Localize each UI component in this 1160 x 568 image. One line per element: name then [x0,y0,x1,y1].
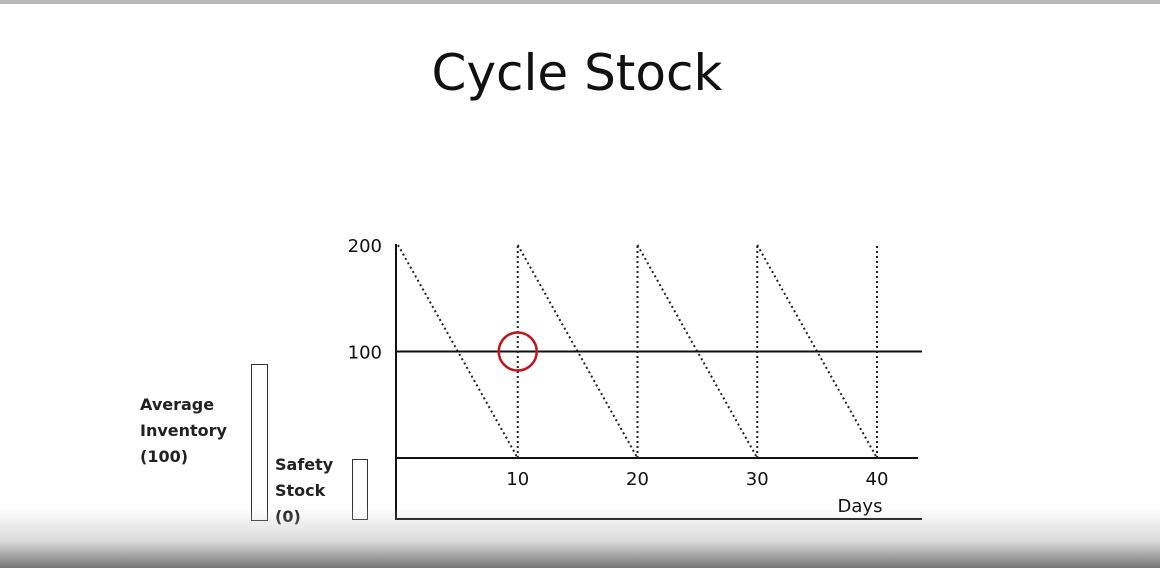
average-inventory-label: Average Inventory (100) [140,395,227,466]
y-tick-label-200: 200 [348,236,382,257]
x-tick-label-20: 20 [626,469,649,490]
x-tick-label-30: 30 [746,469,769,490]
highlight-circle [497,331,538,372]
y-tick-label-100: 100 [348,343,382,364]
slide-title: Cycle Stock [431,44,723,102]
series-segment-0 [397,244,519,459]
x-tick-label-40: 40 [866,469,889,490]
series-segment-2 [516,244,639,459]
series-segment-6 [756,244,878,459]
x-axis-title: Days [838,496,883,517]
top-rule [0,0,1160,4]
x-tick-label-10: 10 [506,469,529,490]
series-segment-4 [636,244,759,459]
